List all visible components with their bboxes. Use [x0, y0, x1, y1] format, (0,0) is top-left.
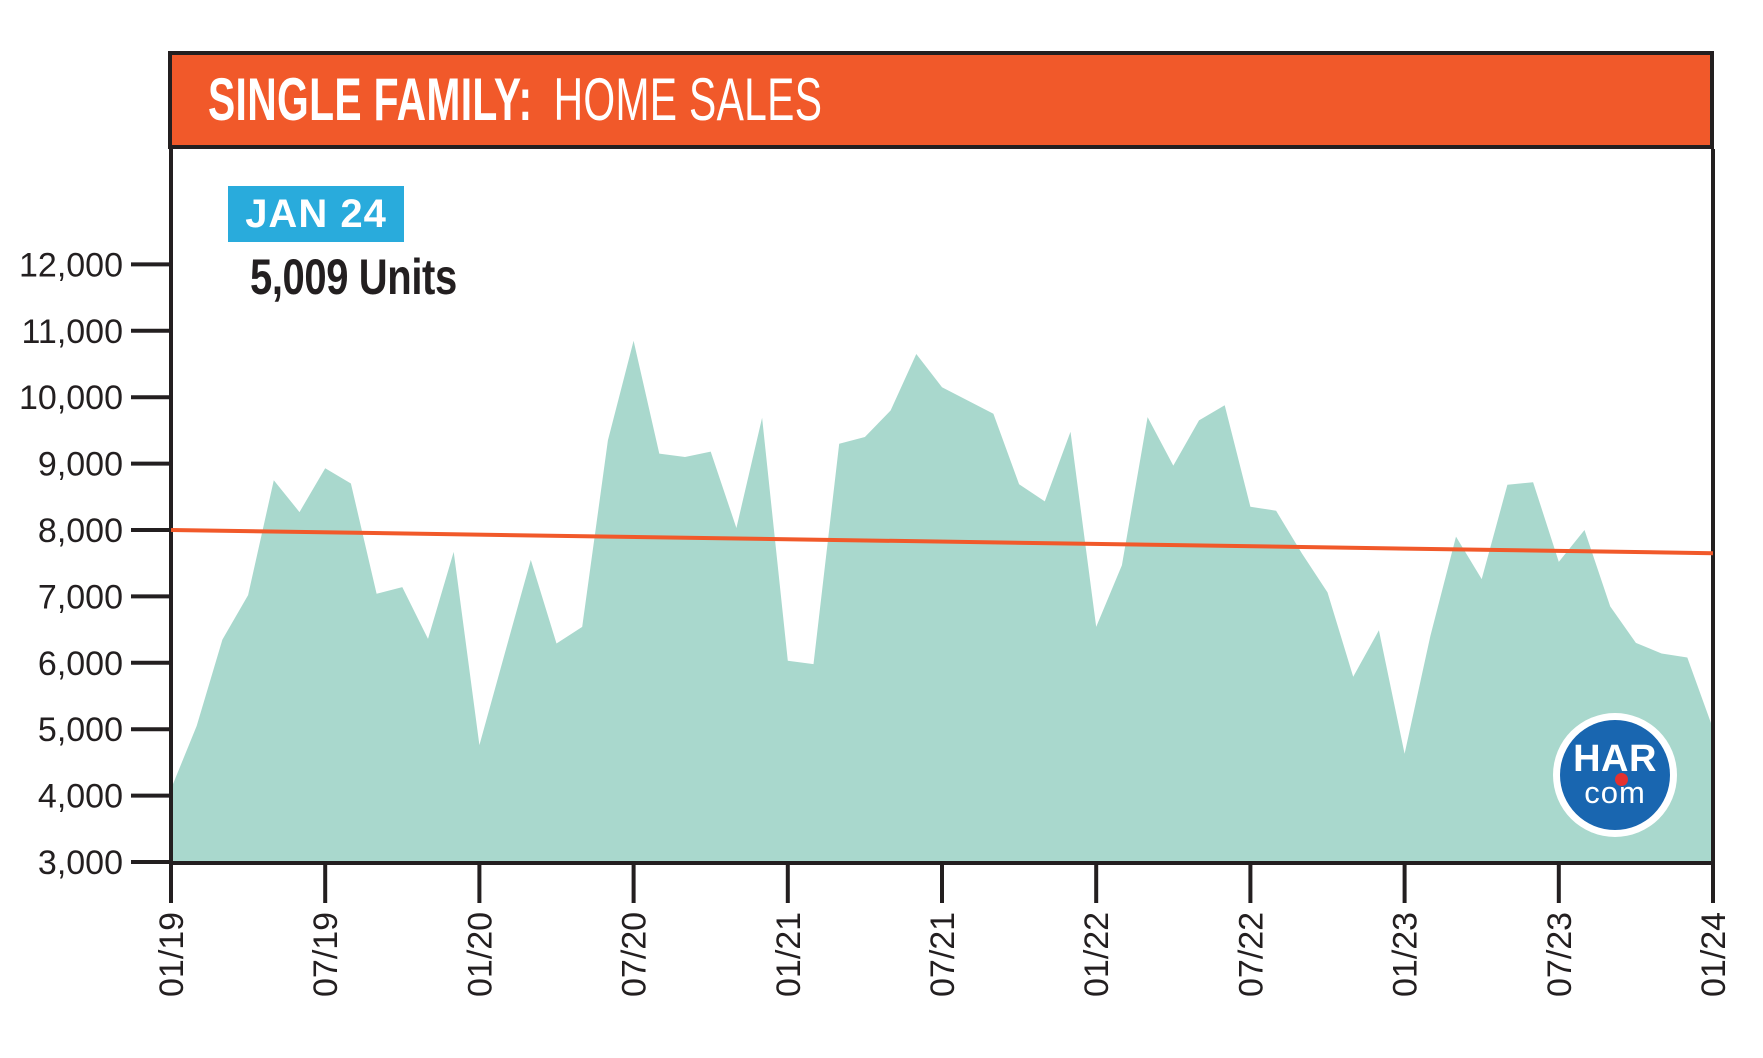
chart-title-bold: SINGLE FAMILY: — [208, 66, 533, 133]
x-axis-tick-label: 01/19 — [153, 912, 191, 997]
y-axis-tick-label: 4,000 — [38, 778, 123, 816]
sales-area-fill — [171, 340, 1713, 862]
y-axis-tick-label: 5,000 — [38, 711, 123, 749]
trend-line — [170, 528, 1714, 556]
y-axis-tick-label: 12,000 — [19, 246, 123, 284]
current-month-units-value: 5,009 Units — [250, 249, 457, 305]
x-axis-tick-label: 01/21 — [770, 912, 808, 997]
current-month-badge: JAN 24 — [228, 186, 404, 242]
har-logo-text: HAR — [1573, 738, 1657, 780]
x-axis-tick-label: 07/23 — [1541, 912, 1579, 997]
y-axis-tick-label: 7,000 — [38, 578, 123, 616]
x-axis-tick-label: 07/20 — [616, 912, 654, 997]
x-axis-tick-label: 07/21 — [924, 912, 962, 997]
x-axis-tick-label: 01/23 — [1387, 912, 1425, 997]
x-axis-tick-label: 07/22 — [1232, 912, 1270, 997]
y-axis-tick-label: 11,000 — [22, 313, 123, 351]
x-axis-tick-label: 01/22 — [1078, 912, 1116, 997]
y-axis-tick-label: 10,000 — [19, 379, 123, 417]
har-com-logo: HAR com — [1553, 713, 1677, 837]
chart-title: SINGLE FAMILY: HOME SALES — [208, 70, 822, 130]
x-axis-tick-label: 01/24 — [1695, 912, 1733, 997]
chart-header: SINGLE FAMILY: HOME SALES — [168, 51, 1714, 149]
y-axis-tick-label: 8,000 — [38, 512, 123, 550]
y-axis-tick-label: 6,000 — [38, 645, 123, 683]
x-axis-tick-label: 01/20 — [461, 912, 499, 997]
x-axis-tick-label: 07/19 — [307, 912, 345, 997]
har-logo-red-dot-icon — [1615, 773, 1628, 786]
har-com-logo-circle: HAR com — [1560, 720, 1670, 830]
har-logo-com-text: com — [1584, 775, 1646, 810]
chart-title-regular: HOME SALES — [553, 66, 823, 133]
y-axis-tick-label: 9,000 — [38, 446, 123, 484]
y-axis-tick-label: 3,000 — [38, 844, 123, 882]
